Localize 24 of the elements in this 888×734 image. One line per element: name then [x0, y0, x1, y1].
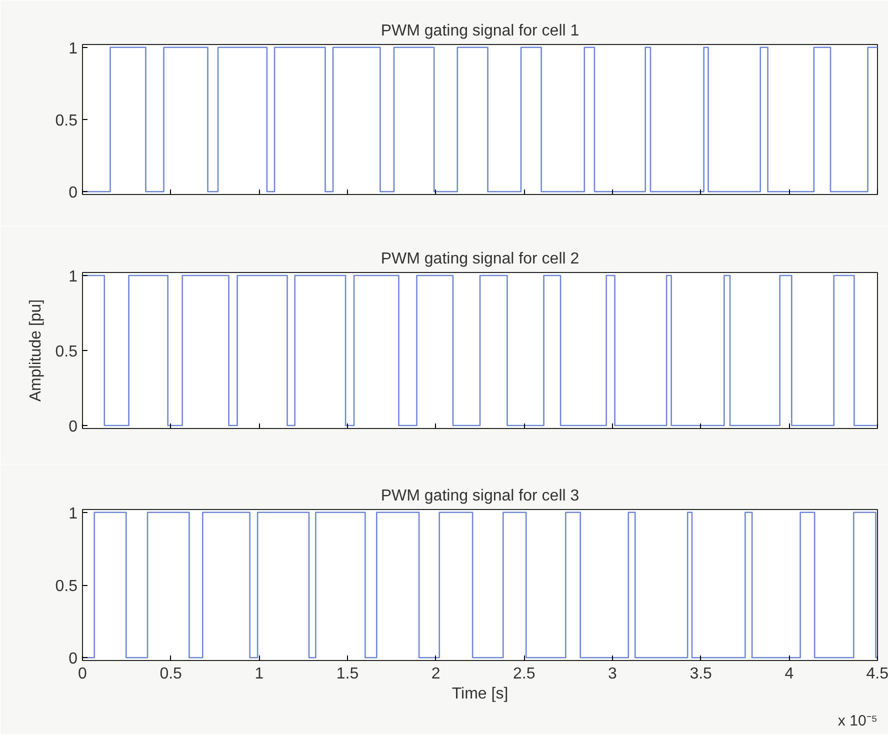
y-axis-title: Amplitude [pu]: [27, 299, 44, 402]
text: x 10⁻⁵: [838, 712, 878, 730]
y-tick-label: 1: [68, 40, 78, 58]
chart-title: PWM gating signal for cell 3: [380, 488, 580, 504]
x-tick-label: 4: [784, 666, 794, 682]
x-tick-label: 2: [431, 666, 440, 682]
x-axis-title: Time [s]: [452, 686, 508, 702]
x-tick-label: 3: [608, 666, 618, 682]
y-tick-label: 1: [68, 505, 78, 522]
y-tick-label: 1: [68, 268, 78, 286]
y-tick-label: 0: [68, 184, 78, 202]
x-tick-label: 3.5: [690, 666, 712, 682]
x-tick-label: 2.5: [513, 666, 536, 682]
y-tick-label: 0: [68, 650, 78, 668]
y-tick-label: 0.5: [55, 578, 78, 595]
chart-title: PWM gating signal for cell 2: [380, 250, 580, 268]
y-tick-label: 0: [68, 418, 78, 436]
x-tick-label: 0.5: [160, 666, 182, 682]
x-tick-label: 1.5: [336, 666, 359, 682]
y-tick-label: 0.5: [55, 112, 78, 130]
x-tick-label: 4.5: [866, 666, 888, 682]
x-tick-label: 1: [254, 666, 264, 682]
chart-title: PWM gating signal for cell 1: [380, 22, 580, 40]
y-tick-label: 0.5: [55, 344, 78, 360]
